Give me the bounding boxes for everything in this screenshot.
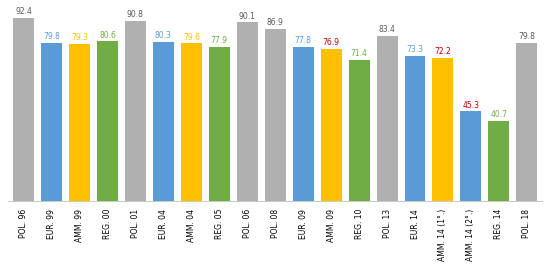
- Text: 83.4: 83.4: [379, 25, 396, 34]
- Text: 73.3: 73.3: [407, 45, 423, 54]
- Text: 45.3: 45.3: [462, 101, 480, 110]
- Text: 71.4: 71.4: [350, 49, 367, 58]
- Bar: [516, 43, 537, 201]
- Text: 79.3: 79.3: [71, 33, 88, 42]
- Text: 77.9: 77.9: [211, 36, 228, 45]
- Text: 72.2: 72.2: [434, 47, 451, 56]
- Text: 90.1: 90.1: [239, 12, 256, 21]
- Text: 79.8: 79.8: [43, 32, 60, 41]
- Bar: [377, 36, 397, 201]
- Text: 92.4: 92.4: [15, 7, 32, 16]
- Bar: [320, 49, 342, 201]
- Bar: [237, 22, 258, 201]
- Text: 90.8: 90.8: [127, 11, 144, 20]
- Bar: [488, 121, 510, 201]
- Text: 79.6: 79.6: [183, 33, 200, 42]
- Bar: [461, 111, 481, 201]
- Bar: [69, 44, 90, 201]
- Text: 76.9: 76.9: [323, 38, 340, 47]
- Bar: [404, 56, 426, 201]
- Bar: [433, 58, 453, 201]
- Bar: [125, 21, 146, 201]
- Text: 86.9: 86.9: [267, 18, 283, 27]
- Bar: [41, 43, 62, 201]
- Text: 40.7: 40.7: [490, 110, 507, 119]
- Bar: [153, 42, 174, 201]
- Text: 80.3: 80.3: [155, 31, 172, 40]
- Bar: [209, 47, 230, 201]
- Bar: [293, 47, 314, 201]
- Text: 80.6: 80.6: [99, 31, 116, 40]
- Text: 79.8: 79.8: [518, 32, 535, 41]
- Text: 77.8: 77.8: [295, 36, 312, 45]
- Bar: [13, 18, 34, 201]
- Bar: [97, 41, 118, 201]
- Bar: [181, 43, 202, 201]
- Bar: [349, 60, 370, 201]
- Bar: [265, 29, 286, 201]
